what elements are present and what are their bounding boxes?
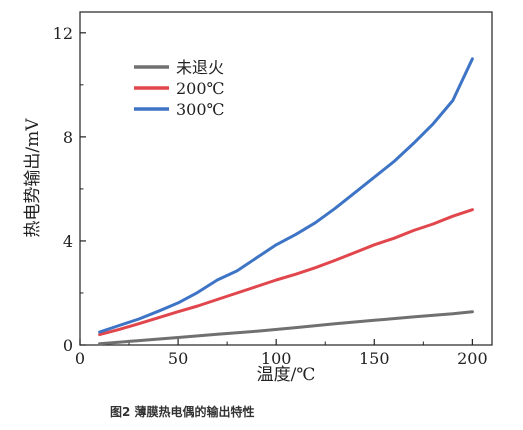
figure-caption: 图2 薄膜热电偶的输出特性: [110, 405, 255, 419]
x-tick-label: 50: [168, 349, 188, 368]
plot-frame: [79, 11, 493, 346]
y-axis-label: 热电势输出/mV: [23, 118, 43, 238]
x-axis: 0 50 100 150 200: [75, 339, 488, 368]
x-tick-label: 200: [457, 349, 488, 368]
plot-area: [79, 11, 493, 346]
y-tick-label: 12: [53, 24, 73, 43]
legend-label: 300℃: [176, 100, 224, 119]
x-tick-label: 0: [75, 349, 85, 368]
y-axis: 0 4 8 12: [53, 24, 86, 355]
y-tick-label: 0: [63, 336, 73, 355]
legend-label: 未退火: [176, 58, 224, 77]
y-tick-label: 4: [63, 232, 73, 251]
series-lines: [98, 57, 474, 346]
y-tick-label: 8: [63, 128, 73, 147]
x-tick-label: 150: [359, 349, 390, 368]
series-line-3: [98, 57, 474, 334]
legend: 未退火 200℃ 300℃: [134, 58, 224, 119]
series-line-2: [98, 208, 474, 337]
x-tick-label: 100: [261, 349, 292, 368]
x-axis-label: 温度/℃: [257, 365, 316, 385]
series-line-1: [98, 310, 474, 346]
legend-label: 200℃: [176, 79, 224, 98]
